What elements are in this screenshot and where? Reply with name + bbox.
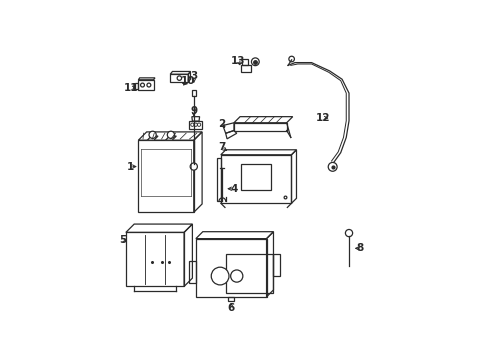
Text: 9: 9 xyxy=(190,106,197,116)
Text: 3: 3 xyxy=(190,72,197,81)
Text: 4: 4 xyxy=(230,184,237,194)
Text: 10: 10 xyxy=(181,76,195,86)
Circle shape xyxy=(140,83,144,87)
Circle shape xyxy=(190,163,197,170)
Polygon shape xyxy=(165,136,176,140)
Circle shape xyxy=(177,76,181,80)
Circle shape xyxy=(251,58,259,66)
Circle shape xyxy=(149,131,156,138)
Polygon shape xyxy=(147,136,158,140)
Circle shape xyxy=(190,123,194,126)
Text: 12: 12 xyxy=(315,113,329,123)
Circle shape xyxy=(288,56,294,62)
Text: 1: 1 xyxy=(126,162,133,172)
Text: 11: 11 xyxy=(123,82,138,93)
Circle shape xyxy=(167,131,174,138)
Circle shape xyxy=(146,83,150,87)
Circle shape xyxy=(194,123,197,126)
Circle shape xyxy=(327,162,336,171)
Circle shape xyxy=(345,229,352,237)
Circle shape xyxy=(211,267,228,285)
Text: 6: 6 xyxy=(227,303,234,313)
Text: 8: 8 xyxy=(356,243,363,253)
Text: 5: 5 xyxy=(119,235,126,245)
Text: 2: 2 xyxy=(218,118,224,129)
Circle shape xyxy=(230,270,243,282)
Circle shape xyxy=(197,123,200,126)
Text: 7: 7 xyxy=(217,142,225,152)
Text: 13: 13 xyxy=(230,56,245,66)
